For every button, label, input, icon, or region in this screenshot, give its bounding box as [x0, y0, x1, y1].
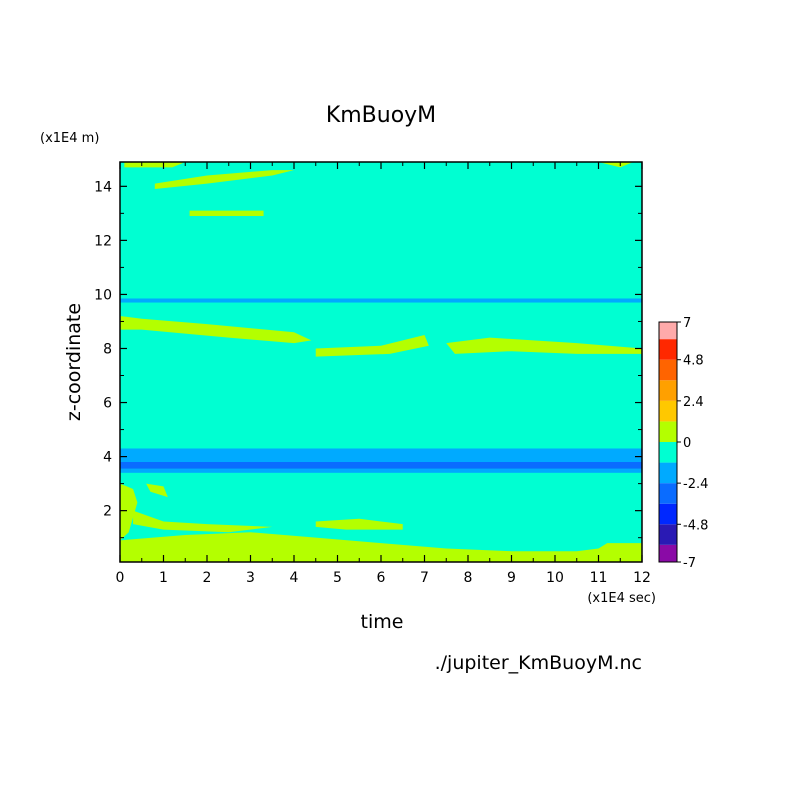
y-tick-label: 12: [94, 233, 112, 249]
colorbar-label: 0: [683, 436, 691, 451]
y-tick-label: 10: [94, 287, 112, 303]
cyan-band-9.8: [120, 298, 642, 303]
x-tick-label: 2: [203, 570, 212, 586]
colorbar-swatch: [659, 442, 677, 463]
colorbar-label: -7: [683, 556, 696, 571]
colorbar: 7 4.8 2.4 0 -2.4 -4.8 -7: [658, 316, 708, 571]
y-tick-label: 8: [103, 341, 112, 357]
x-tick-label: 10: [546, 570, 564, 586]
y-tick-label: 4: [103, 450, 112, 466]
colorbar-swatch: [659, 462, 677, 484]
x-tick-label: 6: [377, 570, 386, 586]
dark-blue-band: [120, 462, 642, 469]
x-tick-label: 1: [159, 570, 168, 586]
lower-streak-1: [133, 510, 273, 533]
lower-blob-left: [120, 483, 138, 541]
mid-streak-b: [446, 337, 642, 354]
chart-title: KmBuoyM: [326, 103, 436, 128]
y-tick-label: 6: [103, 396, 112, 412]
plot-area: [120, 162, 642, 562]
mid-streak-a: [315, 334, 429, 357]
y-axis-title: z-coordinate: [63, 303, 85, 421]
colorbar-swatch: [659, 544, 677, 562]
colorbar-swatch: [659, 339, 677, 360]
colorbar-label: 2.4: [683, 395, 704, 410]
x-tick-label: 9: [507, 570, 516, 586]
x-tick-label: 3: [246, 570, 255, 586]
upper-streak: [154, 170, 294, 190]
source-file-label: ./jupiter_KmBuoyM.nc: [435, 652, 642, 674]
y-tick-label: 14: [94, 179, 112, 195]
x-tick-label: 12: [633, 570, 651, 586]
colorbar-swatch: [659, 421, 677, 442]
colorbar-swatch: [659, 380, 677, 401]
bottom-streak: [120, 532, 642, 562]
colorbar-swatch: [659, 400, 677, 422]
x-tick-label: 7: [420, 570, 429, 586]
x-tick-label: 4: [290, 570, 299, 586]
x-tick-label: 11: [590, 570, 608, 586]
blue-band-lower: [120, 468, 642, 473]
x-tick-label: 5: [333, 570, 342, 586]
blue-band-upper: [120, 448, 642, 462]
y-tick-label: 2: [103, 504, 112, 520]
colorbar-swatch: [659, 503, 677, 525]
colorbar-label: 7: [683, 316, 691, 331]
small-streak-13: [189, 210, 264, 217]
colorbar-swatch: [659, 483, 677, 504]
lower-streak-2: [315, 518, 403, 530]
x-axis-title: time: [361, 611, 404, 633]
x-tick-label: 8: [464, 570, 473, 586]
colorbar-swatch: [659, 322, 677, 340]
colorbar-swatch: [659, 524, 677, 545]
mid-streak-left: [120, 316, 312, 344]
lower-blob-small: [146, 483, 168, 498]
colorbar-label: -4.8: [683, 518, 708, 533]
x-tick-label: 0: [116, 570, 125, 586]
x-unit-label: (x1E4 sec): [587, 591, 656, 606]
y-unit-label: (x1E4 m): [40, 131, 99, 146]
colorbar-label: -2.4: [683, 477, 708, 492]
top-edge: [124, 162, 186, 168]
top-edge-right: [598, 162, 634, 168]
colorbar-swatch: [659, 359, 677, 381]
plot-background: [120, 162, 642, 562]
colorbar-label: 4.8: [683, 354, 704, 369]
